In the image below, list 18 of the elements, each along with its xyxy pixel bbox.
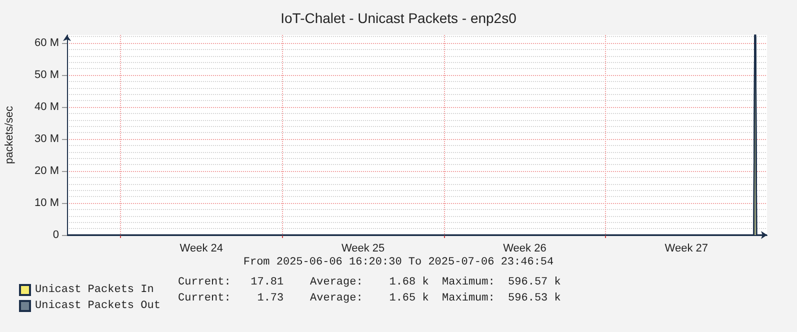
chart-title: IoT-Chalet - Unicast Packets - enp2s0 xyxy=(280,10,517,26)
x-tick-label: Week 26 xyxy=(503,242,546,254)
text: Current: 1.73 Average: 1.65 k Maximum: 596.53 k xyxy=(178,292,562,304)
y-tick-label: 10 M xyxy=(34,197,59,209)
y-tick-label: 30 M xyxy=(34,133,59,145)
y-tick-label: 0 xyxy=(52,229,59,241)
y-tick-label: 60 M xyxy=(34,37,59,49)
text: Current: 17.81 Average: 1.68 k Maximum: 596.57 k xyxy=(178,276,562,288)
x-tick-label: Week 25 xyxy=(341,242,385,254)
legend-label: Unicast Packets In xyxy=(35,284,154,296)
y-tick-label: 40 M xyxy=(34,101,59,113)
y-axis-title: packets/sec xyxy=(4,105,16,164)
x-tick-label: Week 27 xyxy=(664,242,708,254)
y-tick-label: 50 M xyxy=(34,69,59,81)
y-tick-label: 20 M xyxy=(34,165,59,177)
x-tick-label: Week 24 xyxy=(180,242,223,254)
legend-label: Unicast Packets Out xyxy=(35,300,160,312)
text: From 2025-06-06 16:20:30 To 2025-07-06 23:46:54 xyxy=(243,256,554,268)
